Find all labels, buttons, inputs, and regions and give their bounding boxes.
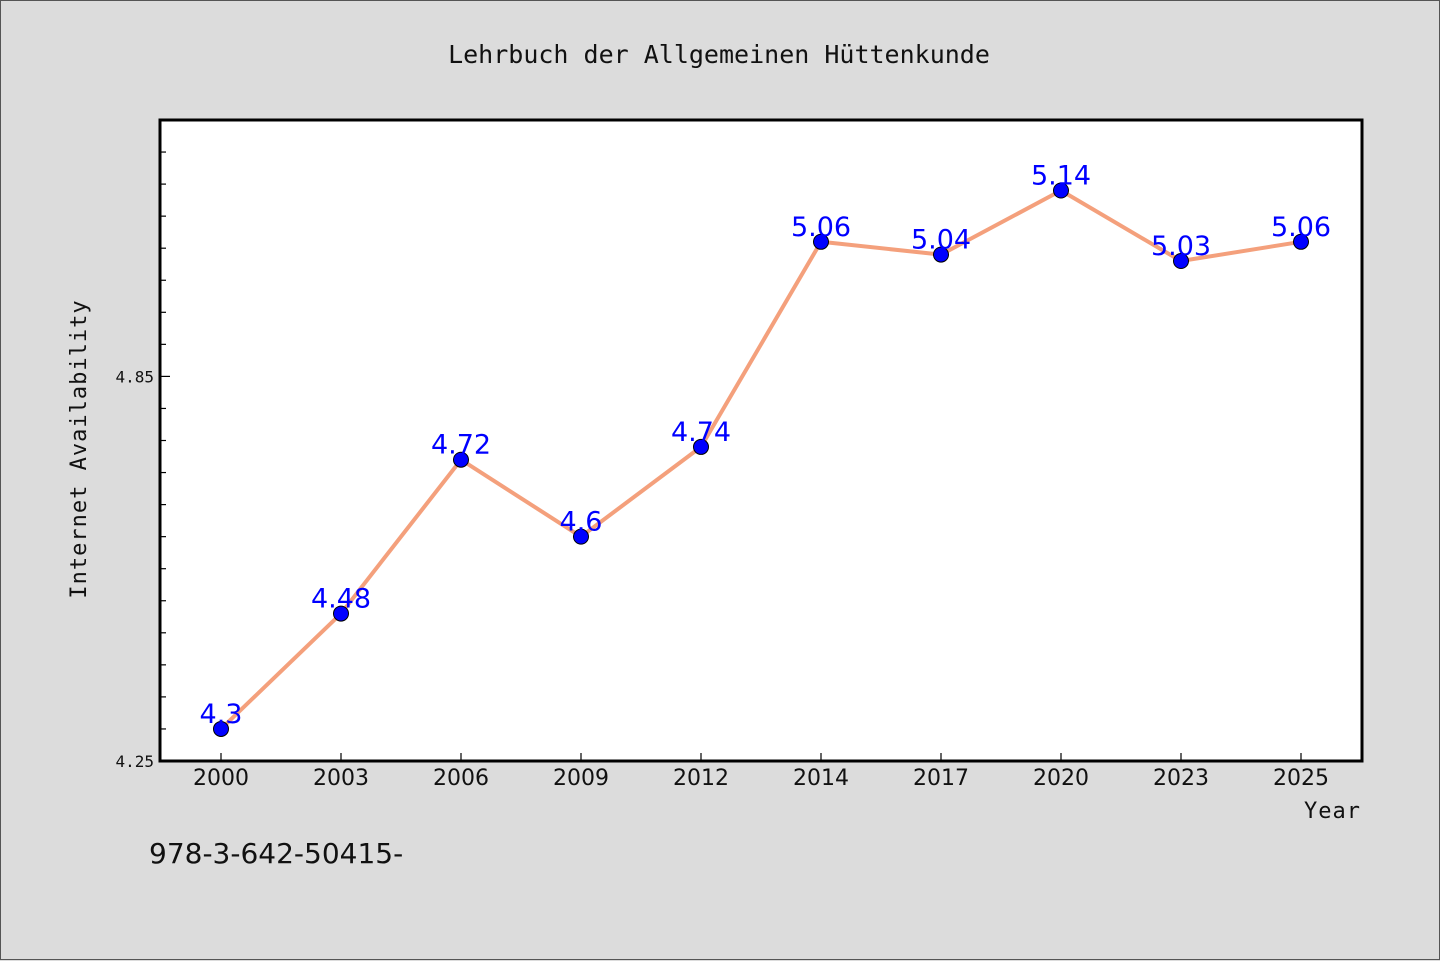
x-axis-ticks — [220, 753, 1302, 761]
data-label: 4.74 — [671, 417, 731, 448]
x-tick-label: 2025 — [1273, 766, 1329, 791]
data-label: 4.48 — [311, 584, 371, 615]
y-tick-label: 4.25 — [115, 752, 154, 771]
data-point — [1173, 253, 1189, 270]
x-tick-label: 2014 — [793, 766, 849, 791]
y-axis-title: Internet Availability — [67, 299, 92, 598]
chart-title: Lehrbuch der Allgemeinen Hüttenkunde — [448, 40, 990, 69]
series-group: 4.3 4.48 4.72 4.6 4.74 5.06 5.04 5.14 5.03 5.06 — [200, 161, 1331, 737]
data-point — [333, 605, 349, 622]
data-point — [933, 246, 949, 263]
data-point — [1293, 233, 1309, 250]
x-tick-label: 2009 — [553, 766, 609, 791]
data-point — [453, 451, 469, 468]
x-tick-label: 2023 — [1153, 766, 1209, 791]
data-label: 5.03 — [1151, 231, 1211, 262]
x-tick-label: 2020 — [1033, 766, 1089, 791]
y-axis-ticks — [160, 119, 170, 762]
data-label: 4.3 — [200, 699, 243, 730]
y-tick-label: 4.85 — [115, 367, 154, 386]
data-point — [693, 438, 709, 455]
data-label: 4.6 — [560, 507, 603, 538]
isbn-text: 978-3-642-50415- — [149, 837, 403, 870]
x-axis-title: Year — [1304, 799, 1361, 824]
plot-area — [158, 118, 1364, 763]
x-tick-label: 2017 — [913, 766, 969, 791]
data-point — [1053, 182, 1069, 199]
x-tick-label: 2012 — [673, 766, 729, 791]
data-label: 5.06 — [791, 212, 851, 243]
x-tick-label: 2003 — [313, 766, 369, 791]
data-label: 5.04 — [911, 225, 971, 256]
x-tick-label: 2000 — [193, 766, 249, 791]
x-axis-tick-labels: 2000 2003 2006 2009 2012 2014 2017 2020 2023 2025 — [193, 766, 1329, 791]
data-point — [213, 720, 229, 737]
x-tick-label: 2006 — [433, 766, 489, 791]
data-label: 5.14 — [1031, 161, 1091, 192]
y-axis-tick-labels: 4.25 4.85 — [115, 367, 154, 771]
data-label: 5.06 — [1271, 212, 1331, 243]
data-point — [813, 233, 829, 250]
data-label: 4.72 — [431, 430, 491, 461]
series-line — [219, 188, 1302, 731]
data-point — [573, 528, 589, 545]
